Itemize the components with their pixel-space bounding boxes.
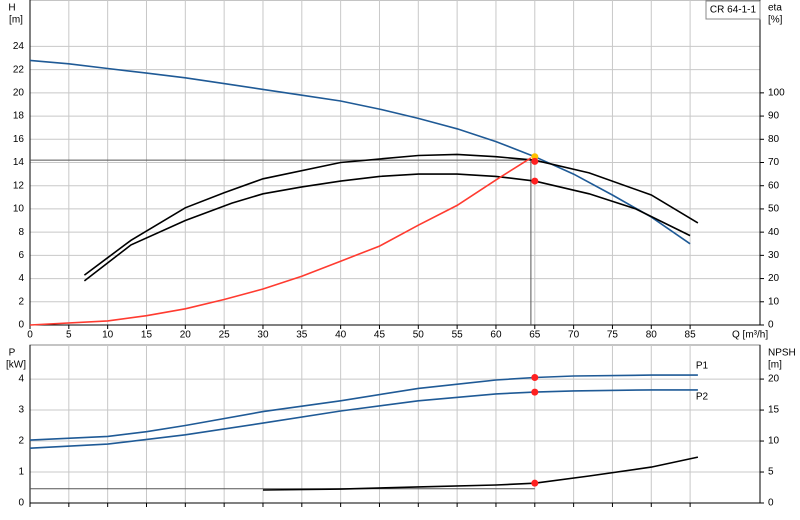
x-axis-label: Q [m³/h]: [732, 330, 768, 341]
y-tick-label: 18: [13, 111, 25, 122]
curve: [29, 59, 691, 245]
y2-tick-label: 80: [768, 134, 780, 145]
y-tick-label: 0: [18, 498, 24, 509]
x-tick-label: 0: [27, 330, 33, 341]
y-tick-label: 3: [18, 405, 24, 416]
x-tick-label: 20: [180, 330, 192, 341]
operating-point: [531, 374, 539, 382]
y2-tick-label: 15: [768, 405, 780, 416]
y-tick-label: 10: [13, 204, 25, 215]
y2-tick-label: 100: [768, 87, 785, 98]
x-tick-label: 10: [102, 330, 114, 341]
curve: [29, 157, 532, 326]
y2-tick-label: 10: [768, 296, 780, 307]
curve: [83, 173, 691, 282]
x-tick-label: 85: [685, 330, 697, 341]
y-tick-label: 6: [18, 250, 24, 261]
y-tick-label: 20: [13, 87, 25, 98]
y2-tick-label: 90: [768, 111, 780, 122]
y2-tick-label: 0: [768, 498, 774, 509]
y2-tick-label: 60: [768, 180, 780, 191]
series-label: P2: [696, 392, 709, 403]
y2-axis-label: eta: [768, 3, 782, 14]
x-tick-label: 75: [607, 330, 619, 341]
x-tick-label: 70: [568, 330, 580, 341]
y2-axis-unit: [%]: [768, 15, 783, 26]
y-tick-label: 2: [18, 436, 24, 447]
y-axis-unit: [m]: [9, 15, 23, 26]
legend-box: [705, 0, 761, 20]
y-tick-label: 4: [18, 374, 24, 385]
y2-tick-label: 20: [768, 374, 780, 385]
curve: [83, 153, 699, 276]
plot-area: [29, 344, 761, 504]
y-tick-label: 4: [18, 273, 24, 284]
y-tick-label: 2: [18, 296, 24, 307]
operating-point: [531, 388, 539, 396]
y-tick-label: 16: [13, 134, 25, 145]
y2-tick-label: 30: [768, 250, 780, 261]
y-tick-label: 12: [13, 180, 25, 191]
x-tick-label: 80: [646, 330, 658, 341]
curve: [262, 456, 699, 491]
y2-tick-label: 50: [768, 204, 780, 215]
y-tick-label: 24: [13, 41, 25, 52]
x-tick-label: 30: [257, 330, 269, 341]
y-tick-label: 8: [18, 227, 24, 238]
y-tick-label: 1: [18, 467, 24, 478]
y-axis-label: P: [9, 348, 16, 359]
y2-tick-label: 10: [768, 436, 780, 447]
y-axis-unit: [kW]: [6, 360, 26, 371]
y2-axis-unit: [m]: [768, 360, 782, 371]
x-tick-label: 45: [374, 330, 386, 341]
y-tick-label: 22: [13, 64, 25, 75]
y2-tick-label: 5: [768, 467, 774, 478]
y-tick-label: 14: [13, 157, 25, 168]
y-tick-label: 0: [18, 320, 24, 331]
y2-axis-label: NPSH: [768, 348, 796, 359]
x-tick-label: 40: [335, 330, 347, 341]
curve: [29, 389, 698, 449]
series-label: P1: [696, 361, 709, 372]
y-axis-label: H: [8, 3, 15, 14]
operating-point: [531, 177, 539, 185]
y2-tick-label: 0: [768, 320, 774, 331]
x-tick-label: 35: [296, 330, 308, 341]
x-tick-label: 15: [141, 330, 153, 341]
legend-text: CR 64-1-1: [710, 5, 757, 16]
x-tick-label: 55: [452, 330, 464, 341]
x-tick-label: 65: [529, 330, 541, 341]
y2-tick-label: 20: [768, 273, 780, 284]
y2-tick-label: 40: [768, 227, 780, 238]
operating-point: [531, 157, 539, 165]
x-tick-label: 60: [490, 330, 502, 341]
x-tick-label: 50: [413, 330, 425, 341]
curve: [29, 374, 698, 441]
x-tick-label: 25: [219, 330, 231, 341]
operating-point: [531, 479, 539, 487]
y2-tick-label: 70: [768, 157, 780, 168]
x-tick-label: 5: [66, 330, 72, 341]
